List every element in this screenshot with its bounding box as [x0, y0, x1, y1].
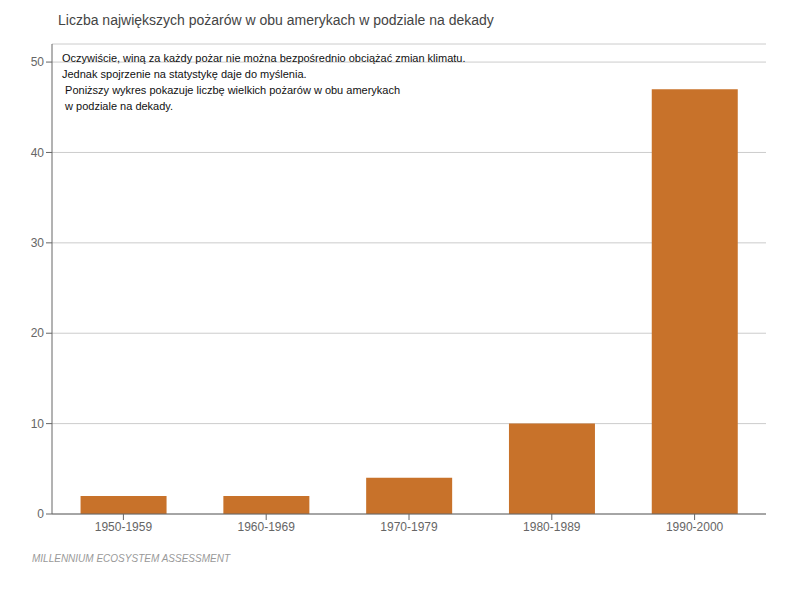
- svg-text:10: 10: [31, 417, 45, 431]
- svg-text:1990-2000: 1990-2000: [666, 520, 724, 534]
- svg-text:40: 40: [31, 146, 45, 160]
- html-text:Liczba największych pożarów w: Liczba największych pożarów w obu ameryk…: [58, 12, 494, 28]
- html-text:Poniższy wykres pokazuje liczb: Poniższy wykres pokazuje liczbę wielkich…: [62, 84, 401, 96]
- svg-text:0: 0: [37, 507, 44, 521]
- html-text:Jednak spojrzenie na statystyk: Jednak spojrzenie na statystykę daje do …: [62, 68, 307, 80]
- svg-text:30: 30: [31, 236, 45, 250]
- html-text:MILLENNIUM ECOSYSTEM ASSESSMEN: MILLENNIUM ECOSYSTEM ASSESSMENT: [32, 553, 230, 564]
- html-text:w podziale na dekady.: w podziale na dekady.: [62, 100, 174, 112]
- svg-text:50: 50: [31, 55, 45, 69]
- svg-text:1970-1979: 1970-1979: [380, 520, 438, 534]
- svg-text:1960-1969: 1960-1969: [238, 520, 296, 534]
- svg-text:1980-1989: 1980-1989: [523, 520, 581, 534]
- html-text:Oczywiście, winą za każdy poża: Oczywiście, winą za każdy pożar nie możn…: [62, 52, 466, 64]
- svg-text:1950-1959: 1950-1959: [95, 520, 153, 534]
- svg-text:20: 20: [31, 326, 45, 340]
